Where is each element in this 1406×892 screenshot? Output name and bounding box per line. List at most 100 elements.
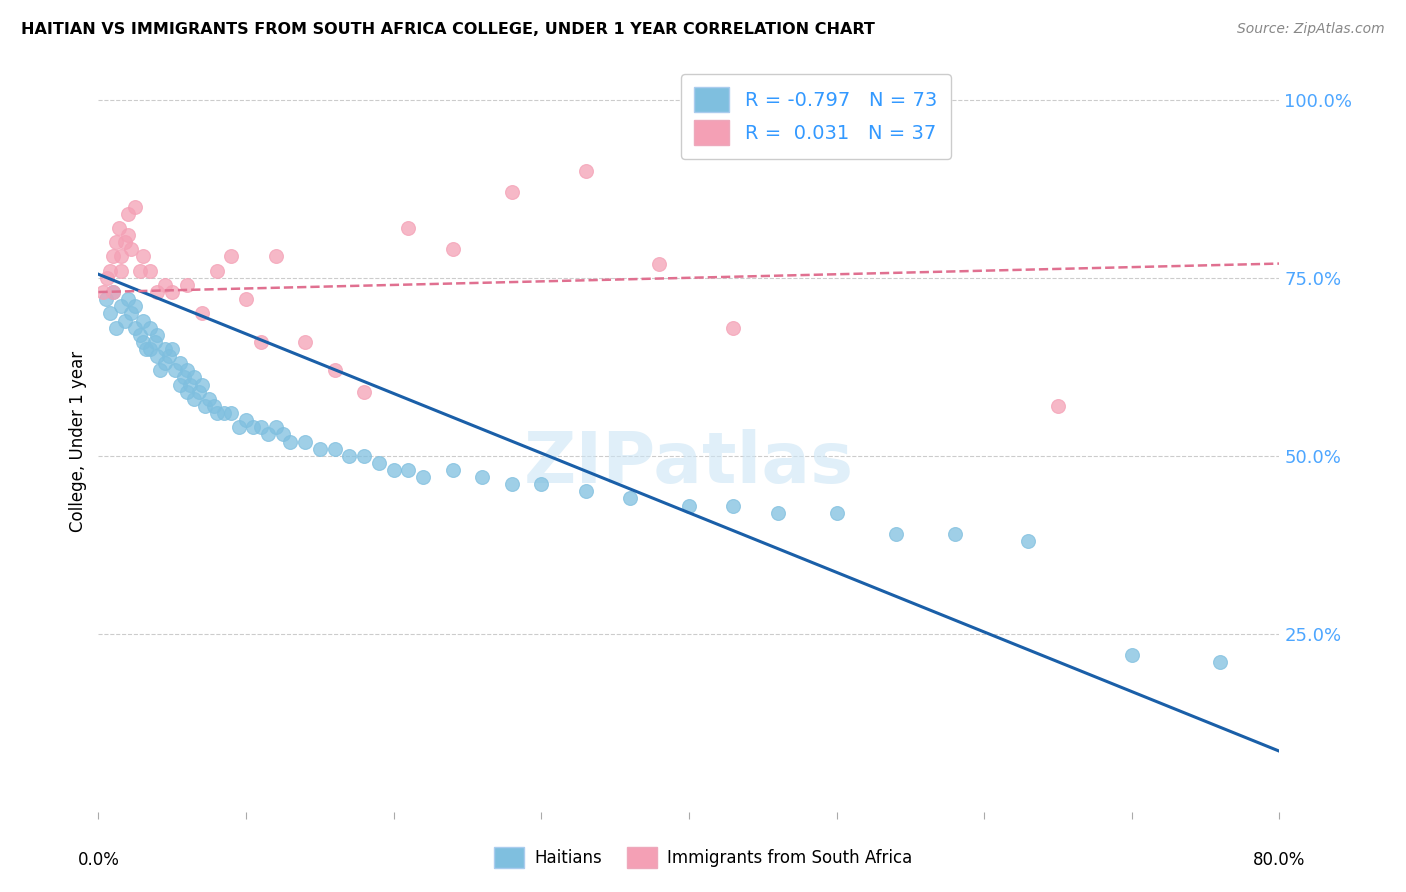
Text: Source: ZipAtlas.com: Source: ZipAtlas.com xyxy=(1237,22,1385,37)
Text: 80.0%: 80.0% xyxy=(1253,851,1306,869)
Point xyxy=(294,434,316,449)
Point xyxy=(176,384,198,399)
Point xyxy=(162,342,183,356)
Point xyxy=(202,399,225,413)
Point xyxy=(176,363,198,377)
Point xyxy=(471,470,494,484)
Point xyxy=(117,292,139,306)
Point xyxy=(149,363,172,377)
Point xyxy=(169,377,191,392)
Point xyxy=(110,263,132,277)
Point xyxy=(235,413,257,427)
Point xyxy=(153,277,176,292)
Point xyxy=(98,263,121,277)
Point xyxy=(353,384,375,399)
Point xyxy=(194,399,217,413)
Point xyxy=(183,392,205,406)
Point xyxy=(264,420,287,434)
Point xyxy=(114,235,136,250)
Point xyxy=(280,434,302,449)
Point xyxy=(124,320,146,334)
Point xyxy=(191,306,214,320)
Point xyxy=(143,334,166,349)
Point xyxy=(124,299,146,313)
Point xyxy=(103,285,125,299)
Point xyxy=(221,406,243,420)
Point xyxy=(110,250,132,264)
Point xyxy=(110,299,132,313)
Point xyxy=(353,449,375,463)
Point xyxy=(128,327,150,342)
Point xyxy=(575,484,598,499)
Point xyxy=(678,499,700,513)
Point xyxy=(179,377,201,392)
Point xyxy=(648,256,671,270)
Point xyxy=(271,427,294,442)
Point xyxy=(191,377,214,392)
Point xyxy=(723,499,745,513)
Point xyxy=(165,363,187,377)
Point xyxy=(501,186,523,200)
Point xyxy=(412,470,434,484)
Point xyxy=(884,527,907,541)
Point xyxy=(139,263,162,277)
Point xyxy=(441,243,464,257)
Point xyxy=(368,456,391,470)
Point xyxy=(825,506,848,520)
Point xyxy=(766,506,789,520)
Point xyxy=(183,370,205,384)
Point xyxy=(212,406,235,420)
Point xyxy=(228,420,250,434)
Point xyxy=(221,250,243,264)
Point xyxy=(530,477,553,491)
Point xyxy=(162,285,183,299)
Point xyxy=(264,250,287,264)
Point xyxy=(153,356,176,370)
Point xyxy=(323,363,346,377)
Point xyxy=(294,334,316,349)
Point xyxy=(135,342,157,356)
Point xyxy=(169,356,191,370)
Y-axis label: College, Under 1 year: College, Under 1 year xyxy=(69,351,87,533)
Point xyxy=(382,463,405,477)
Point xyxy=(323,442,346,456)
Point xyxy=(339,449,361,463)
Text: HAITIAN VS IMMIGRANTS FROM SOUTH AFRICA COLLEGE, UNDER 1 YEAR CORRELATION CHART: HAITIAN VS IMMIGRANTS FROM SOUTH AFRICA … xyxy=(21,22,875,37)
Text: ZIPatlas: ZIPatlas xyxy=(524,429,853,499)
Point xyxy=(250,420,273,434)
Point xyxy=(501,477,523,491)
Point xyxy=(205,263,228,277)
Point xyxy=(146,327,169,342)
Point xyxy=(153,342,176,356)
Point xyxy=(723,320,745,334)
Point xyxy=(132,334,155,349)
Point xyxy=(187,384,209,399)
Point xyxy=(398,463,420,477)
Point xyxy=(114,313,136,327)
Point xyxy=(146,349,169,363)
Point xyxy=(619,491,641,506)
Point xyxy=(176,277,198,292)
Point xyxy=(205,406,228,420)
Point xyxy=(242,420,264,434)
Point xyxy=(108,221,131,235)
Point xyxy=(105,235,128,250)
Point xyxy=(139,342,162,356)
Point xyxy=(235,292,257,306)
Point xyxy=(98,306,121,320)
Point xyxy=(309,442,332,456)
Point xyxy=(1046,399,1070,413)
Point xyxy=(117,228,139,243)
Text: 0.0%: 0.0% xyxy=(77,851,120,869)
Point xyxy=(117,207,139,221)
Point xyxy=(1121,648,1143,662)
Point xyxy=(1209,655,1232,669)
Point xyxy=(139,320,162,334)
Point xyxy=(103,285,125,299)
Point xyxy=(120,243,142,257)
Point xyxy=(105,320,128,334)
Point xyxy=(575,164,598,178)
Point xyxy=(943,527,966,541)
Point xyxy=(132,250,155,264)
Point xyxy=(257,427,280,442)
